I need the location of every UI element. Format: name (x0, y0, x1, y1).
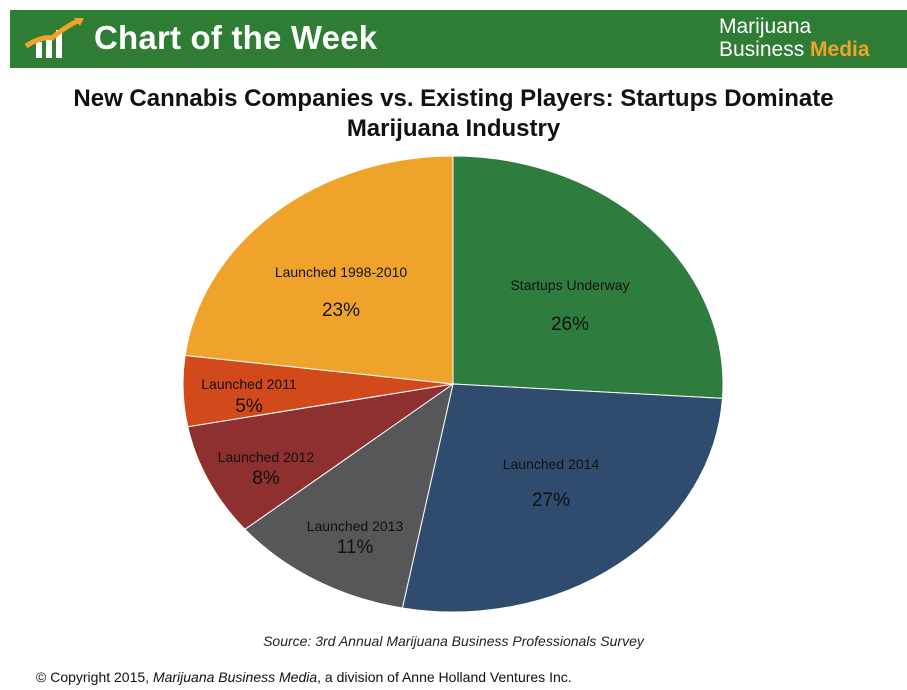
slice-label: Startups Underway (510, 277, 629, 293)
pie-slice-startups-underway (452, 155, 724, 399)
slice-label: Launched 2012 (218, 449, 315, 465)
pie-chart: Startups Underway 26% Launched 2014 27% Laun… (182, 155, 724, 613)
banner-title: Chart of the Week (94, 19, 378, 56)
brand-line-1: Marijuana (719, 15, 812, 38)
slice-value-label: 8% (252, 468, 280, 489)
slice-label: Launched 2011 (201, 376, 297, 392)
slice-value-label: 23% (322, 300, 360, 321)
slice-value-label: 11% (337, 537, 374, 558)
copyright-company: Marijuana Business Media (152, 669, 318, 685)
copyright-text: © Copyright 2015, Marijuana Business Med… (36, 669, 572, 685)
slice-label: Launched 2014 (503, 456, 600, 472)
copyright-prefix: © Copyright 2015, (36, 669, 153, 685)
copyright-suffix: , a division of Anne Holland Ventures In… (317, 669, 572, 685)
slice-value-label: 26% (551, 314, 589, 335)
brand-line-2: Business Media (719, 38, 899, 61)
brand-logo: Marijuana Business Media (719, 15, 899, 61)
chart-logo-icon (24, 17, 84, 58)
header-banner: Chart of the Week Marijuana Business Med… (10, 10, 907, 68)
chart-source: Source: 3rd Annual Marijuana Business Pr… (263, 633, 644, 649)
brand-word-media: Media (810, 38, 870, 61)
pie-slice-launched-2013 (244, 382, 454, 609)
slice-value-label: 27% (532, 490, 570, 511)
pie-slice-launched-2014 (401, 383, 724, 613)
pie-slice-launched-2012 (187, 383, 454, 530)
slice-value-label: 5% (235, 396, 263, 417)
slice-label: Launched 2013 (307, 518, 404, 534)
slice-label: Launched 1998-2010 (275, 264, 408, 280)
chart-title: New Cannabis Companies vs. Existing Play… (73, 85, 834, 142)
brand-word-business: Business (719, 38, 811, 61)
pie-slice-launched-1998-2010 (184, 155, 454, 385)
